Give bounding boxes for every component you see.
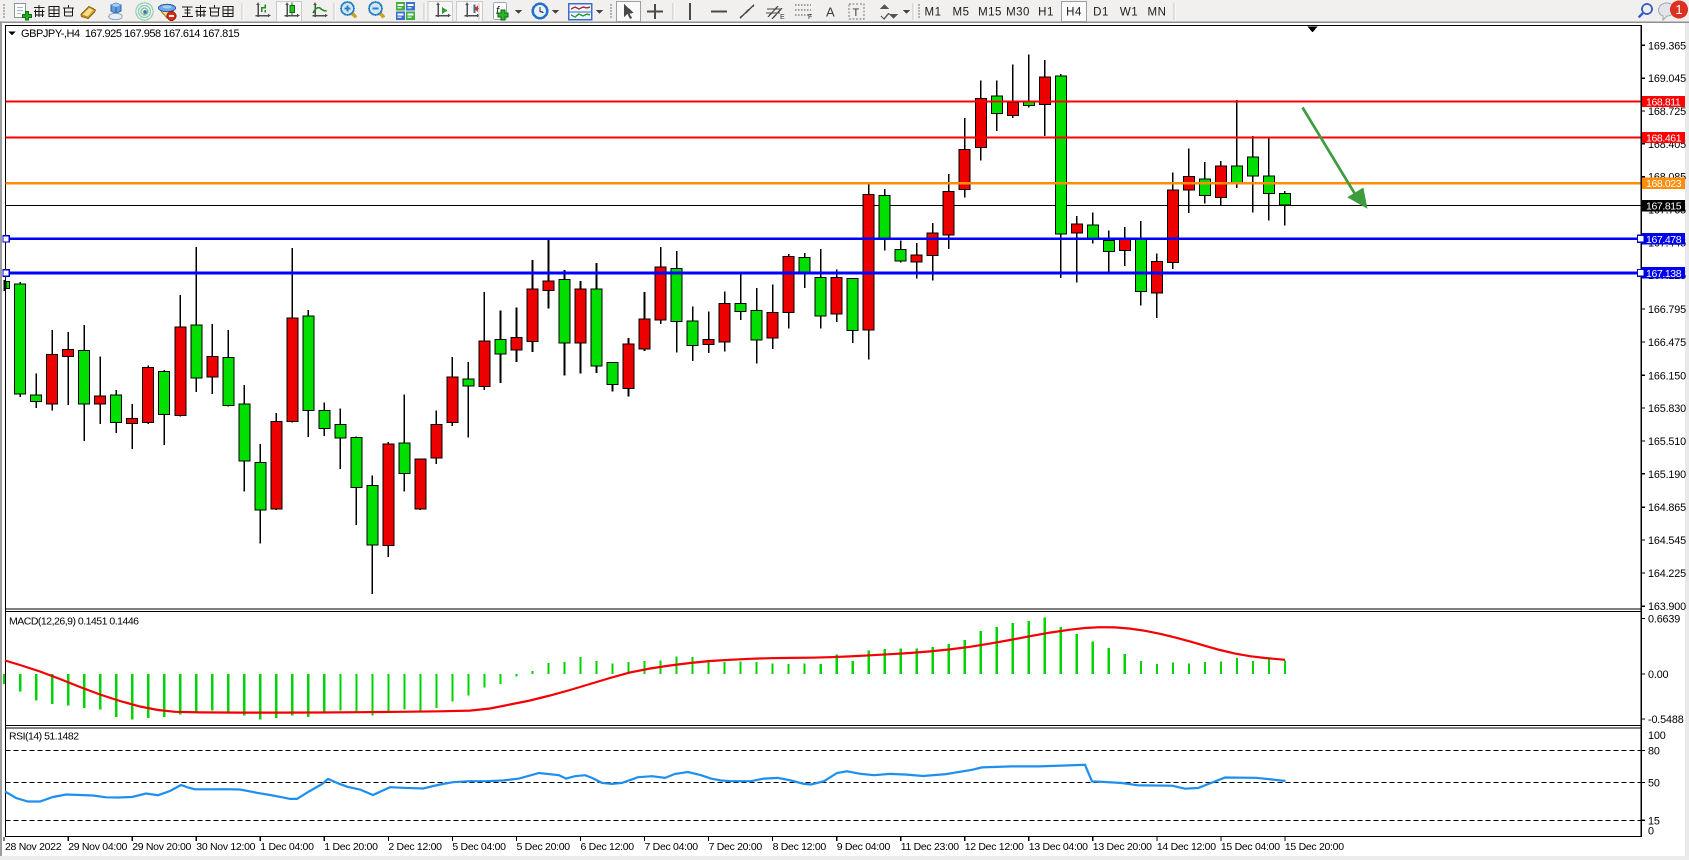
svg-text:RSI(14) 51.1482: RSI(14) 51.1482 — [9, 731, 79, 743]
svg-text:15 Dec 04:00: 15 Dec 04:00 — [1221, 841, 1280, 853]
svg-text:50: 50 — [1648, 778, 1660, 790]
svg-text:0: 0 — [1648, 826, 1654, 838]
svg-text:166.150: 166.150 — [1648, 370, 1686, 382]
svg-text:13 Dec 20:00: 13 Dec 20:00 — [1093, 841, 1152, 853]
svg-text:164.545: 164.545 — [1648, 535, 1686, 547]
svg-text:167.478: 167.478 — [1646, 234, 1682, 246]
svg-text:169.045: 169.045 — [1648, 73, 1686, 85]
svg-text:167.138: 167.138 — [1646, 268, 1682, 280]
svg-text:29 Nov 04:00: 29 Nov 04:00 — [68, 841, 127, 853]
svg-text:168.811: 168.811 — [1646, 97, 1681, 109]
svg-text:1: 1 — [1675, 2, 1682, 17]
svg-text:164.865: 164.865 — [1648, 502, 1686, 514]
svg-text:100: 100 — [1648, 730, 1666, 742]
svg-text:5 Dec 04:00: 5 Dec 04:00 — [452, 841, 506, 853]
svg-text:169.365: 169.365 — [1648, 40, 1686, 52]
svg-text:M30: M30 — [1006, 7, 1030, 19]
svg-text:D1: D1 — [1093, 7, 1109, 19]
svg-text:A: A — [826, 5, 835, 20]
svg-text:T: T — [853, 7, 860, 19]
svg-text:MACD(12,26,9) 0.1451 0.1446: MACD(12,26,9) 0.1451 0.1446 — [9, 616, 139, 628]
svg-text:163.900: 163.900 — [1648, 601, 1686, 613]
svg-text:9 Dec 04:00: 9 Dec 04:00 — [837, 841, 891, 853]
svg-text:12 Dec 12:00: 12 Dec 12:00 — [965, 841, 1024, 853]
svg-text:165.190: 165.190 — [1648, 469, 1686, 481]
svg-text:H1: H1 — [1038, 7, 1054, 19]
svg-text:W1: W1 — [1120, 7, 1138, 19]
svg-text:0.00: 0.00 — [1648, 669, 1669, 681]
svg-text:7 Dec 20:00: 7 Dec 20:00 — [709, 841, 763, 853]
svg-text:E: E — [780, 14, 785, 21]
svg-text:15: 15 — [1648, 815, 1660, 827]
svg-text:15 Dec 20:00: 15 Dec 20:00 — [1285, 841, 1344, 853]
svg-text:168.023: 168.023 — [1646, 178, 1682, 190]
svg-text:M1: M1 — [925, 7, 942, 19]
svg-text:0.6639: 0.6639 — [1648, 614, 1680, 626]
svg-text:6 Dec 12:00: 6 Dec 12:00 — [581, 841, 635, 853]
svg-text:8 Dec 12:00: 8 Dec 12:00 — [773, 841, 827, 853]
svg-text:-0.5488: -0.5488 — [1648, 714, 1684, 726]
svg-text:5 Dec 20:00: 5 Dec 20:00 — [517, 841, 571, 853]
svg-text:H4: H4 — [1066, 7, 1082, 19]
svg-text:2 Dec 12:00: 2 Dec 12:00 — [388, 841, 442, 853]
svg-text:1 Dec 04:00: 1 Dec 04:00 — [260, 841, 314, 853]
svg-text:165.830: 165.830 — [1648, 403, 1686, 415]
svg-text:167.815: 167.815 — [1646, 201, 1682, 213]
svg-text:f: f — [496, 5, 500, 17]
svg-text:166.475: 166.475 — [1648, 337, 1686, 349]
svg-text:7 Dec 04:00: 7 Dec 04:00 — [645, 841, 699, 853]
svg-text:MN: MN — [1148, 7, 1167, 19]
svg-text:M5: M5 — [953, 7, 970, 19]
svg-text:28 Nov 2022: 28 Nov 2022 — [5, 841, 62, 853]
svg-text:168.461: 168.461 — [1646, 133, 1682, 145]
svg-text:M15: M15 — [978, 7, 1002, 19]
svg-text:165.510: 165.510 — [1648, 436, 1686, 448]
svg-text:14 Dec 12:00: 14 Dec 12:00 — [1157, 841, 1216, 853]
svg-text:80: 80 — [1648, 745, 1660, 757]
svg-text:30 Nov 12:00: 30 Nov 12:00 — [196, 841, 255, 853]
svg-text:GBPJPY-,H4 167.925 167.958 16: GBPJPY-,H4 167.925 167.958 167.614 167.8… — [21, 28, 239, 40]
svg-text:F: F — [808, 14, 812, 21]
svg-text:11 Dec 23:00: 11 Dec 23:00 — [901, 841, 960, 853]
svg-text:166.795: 166.795 — [1648, 304, 1686, 316]
svg-text:13 Dec 04:00: 13 Dec 04:00 — [1029, 841, 1088, 853]
svg-text:29 Nov 20:00: 29 Nov 20:00 — [132, 841, 191, 853]
svg-text:168.725: 168.725 — [1648, 106, 1686, 118]
svg-text:164.225: 164.225 — [1648, 568, 1686, 580]
svg-text:1 Dec 20:00: 1 Dec 20:00 — [324, 841, 378, 853]
